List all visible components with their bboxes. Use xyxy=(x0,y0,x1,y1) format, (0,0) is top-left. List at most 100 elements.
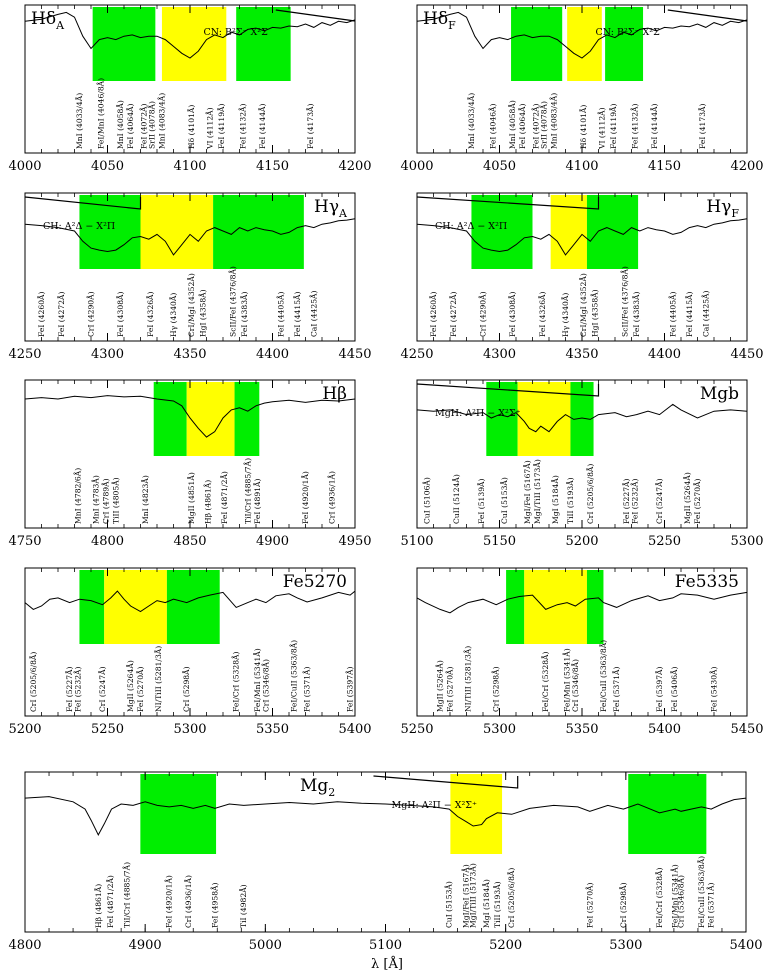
line-id-label: FeI (4415Å) xyxy=(293,291,302,337)
line-id-label: CrI (5346/8Å) xyxy=(677,875,686,928)
molecule-label: MgH: A²Π − X²Σ⁺ xyxy=(391,800,477,811)
x-tick-label: 5250 xyxy=(400,722,433,737)
spectrum-line xyxy=(416,403,748,433)
line-id-label: FeI/CuII (5363/8Å) xyxy=(697,856,706,928)
line-id-label: FeI (5232Å) xyxy=(630,478,639,524)
line-id-label: HgI (4358Å) xyxy=(591,289,600,337)
line-id-label: MnI (4033/4Å) xyxy=(467,93,476,149)
panel-6: CrI (5205/6/8Å) FeI (5227Å) FeI (5232Å) CrI… xyxy=(8,567,372,737)
x-tick-label: 4850 xyxy=(173,534,206,549)
x-tick-label: 4150 xyxy=(256,159,289,174)
x-tick-label: 4000 xyxy=(8,159,41,174)
x-tick-label: 4450 xyxy=(730,347,763,362)
line-id-label: FeI (5270Å) xyxy=(446,666,455,712)
molecule-label: CN: B²Σ⁻ X²Σ xyxy=(596,27,661,38)
x-tick-label: 5300 xyxy=(730,534,763,549)
panel-3: CH: A²Δ − X²Π FeI (4260Å) FeI (4272Å) CrI (… xyxy=(400,192,764,362)
x-tick-label: 4900 xyxy=(256,534,289,549)
line-id-label: FeI (5232Å) xyxy=(73,666,82,712)
line-id-label: FeI (4920/1Å) xyxy=(301,471,310,524)
line-id-label: FeI (4132Å) xyxy=(630,103,639,149)
index-band-2 xyxy=(605,7,644,81)
line-id-label: CrI (5298Å) xyxy=(619,882,628,928)
line-id-label: FeI (4272Å) xyxy=(449,291,458,337)
molecule-band-marker xyxy=(24,196,142,210)
panel-title: Mgb xyxy=(700,384,739,404)
line-id-label: MgII (5264Å) xyxy=(683,472,692,524)
line-id-label: ScII/FeI (4376/8Å) xyxy=(620,266,629,337)
molecule-band-marker xyxy=(373,775,519,789)
line-id-label: FeI (5270Å) xyxy=(693,478,702,524)
index-band-0 xyxy=(153,382,187,456)
line-id-label: FeI (5270Å) xyxy=(585,882,594,928)
line-id-label: Hβ (4861Å) xyxy=(94,884,103,928)
line-id-label: VI (4112Å) xyxy=(597,107,606,150)
x-tick-label: 5350 xyxy=(256,722,289,737)
line-id-label: NI/TiII (5281/3Å) xyxy=(464,646,473,712)
line-id-label: FeI (4260Å) xyxy=(429,291,438,337)
line-id-label: FeI (4405Å) xyxy=(668,291,677,337)
line-id-label: CuI (5106Å) xyxy=(422,477,431,524)
molecule-label: MgH: A²Π − X²Σ⁺ xyxy=(435,408,521,419)
spectrum-line xyxy=(24,796,747,836)
line-id-label: Hγ (4340Å) xyxy=(561,293,570,337)
line-id-label: FeI (4871/2Å) xyxy=(106,875,115,928)
index-band-0 xyxy=(92,7,156,81)
index-band-1 xyxy=(524,570,587,644)
index-band-0 xyxy=(140,774,217,854)
line-id-label: CrI (4290Å) xyxy=(479,291,488,337)
line-id-label: FeI (4871/2Å) xyxy=(220,471,229,524)
line-id-label: FeI (4046Å) xyxy=(488,103,497,149)
line-id-label: FeI (4326Å) xyxy=(538,291,547,337)
line-id-label: FeI (5397Å) xyxy=(655,666,664,712)
index-band-0 xyxy=(79,195,141,269)
panel-1: CN: B²Σ⁻ X²Σ MnI (4033/4Å) FeI (4046Å) MnI … xyxy=(400,4,764,174)
line-id-label: TiII (5193Å) xyxy=(566,477,575,524)
panel-title: Mg2 xyxy=(300,776,335,799)
line-id-label: FeI/CuII (5363/8Å) xyxy=(599,640,608,712)
x-tick-label: 5300 xyxy=(173,722,206,737)
line-id-label: FeI (4173Å) xyxy=(306,103,315,149)
line-id-label: FeI/MnI (4046/8Å) xyxy=(96,78,105,149)
line-id-label: CrI (5298Å) xyxy=(182,666,191,712)
x-tick-label: 5000 xyxy=(249,938,282,953)
index-band-0 xyxy=(486,382,518,456)
line-id-label: FeI (4072Å) xyxy=(531,103,540,149)
spectrum-line xyxy=(416,591,748,614)
index-band-2 xyxy=(234,382,260,456)
line-id-label: MnI (4782/6Å) xyxy=(73,468,82,524)
molecule-label: CH: A²Δ − X²Π xyxy=(435,221,507,232)
panel-title-subscript: F xyxy=(448,19,456,32)
line-id-label: FeI (5270Å) xyxy=(136,666,145,712)
index-band-1 xyxy=(517,382,571,456)
line-id-label: CrI (5247Å) xyxy=(98,666,107,712)
line-id-label: FeI (5139Å) xyxy=(477,478,486,524)
line-id-label: FeI (5227Å) xyxy=(622,478,631,524)
index-band-2 xyxy=(166,570,220,644)
x-tick-label: 4350 xyxy=(565,347,598,362)
panel-8: MgH: A²Π − X²Σ⁺ Hβ (4861Å) FeI (4871/2Å) Ti… xyxy=(8,771,763,953)
line-id-label: FeI (4958Å) xyxy=(210,882,219,928)
panel-title: HγF xyxy=(706,197,739,220)
index-band-0 xyxy=(511,7,563,81)
x-tick-label: 5400 xyxy=(338,722,371,737)
index-band-1 xyxy=(567,7,602,81)
molecule-band-marker xyxy=(275,9,356,22)
x-tick-label: 4900 xyxy=(129,938,162,953)
panel-title: HγA xyxy=(314,197,348,220)
line-id-label: FeI (4308Å) xyxy=(116,291,125,337)
line-id-label: FeI (4383Å) xyxy=(632,291,641,337)
line-id-label: FeI (4119Å) xyxy=(217,103,226,149)
line-id-label: FeI/CrI (5328Å) xyxy=(541,651,550,712)
line-id-label: CrI (5298Å) xyxy=(492,666,501,712)
x-tick-label: 4950 xyxy=(338,534,371,549)
line-id-label: CrI (5205/6/8Å) xyxy=(29,652,38,712)
x-tick-label: 4200 xyxy=(338,159,371,174)
panel-2: CH: A²Δ − X²Π FeI (4260Å) FeI (4272Å) CrI (… xyxy=(8,192,372,362)
panel-title-subscript: 2 xyxy=(328,786,335,799)
line-id-label: MnI (4083/4Å) xyxy=(550,93,559,149)
line-id-label: FeI/MnI (5341Å) xyxy=(253,648,262,712)
line-id-label: FeI (4405Å) xyxy=(276,291,285,337)
panel-5: MgH: A²Π − X²Σ⁺ CuI (5106Å) CuII (5124Å) Fe… xyxy=(400,379,764,549)
